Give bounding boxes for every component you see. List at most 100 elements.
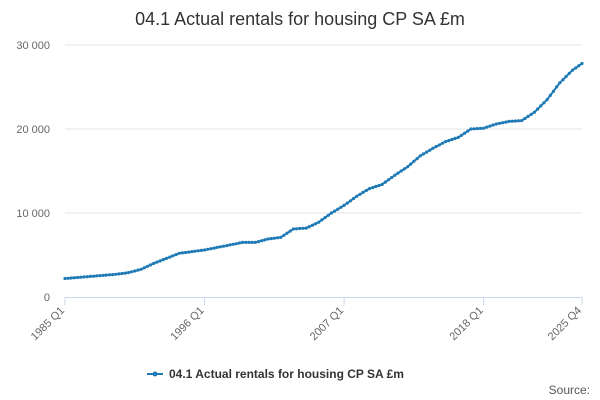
data-point[interactable] [101,273,105,277]
data-point[interactable] [314,222,318,226]
data-point[interactable] [507,119,511,123]
data-point[interactable] [183,250,188,255]
data-point[interactable] [323,216,327,220]
data-point[interactable] [82,275,86,279]
data-point[interactable] [456,135,460,139]
data-point[interactable] [428,148,432,152]
data-point[interactable] [472,127,476,131]
data-point[interactable] [437,143,441,147]
data-point[interactable] [317,220,321,224]
data-point[interactable] [555,85,559,89]
data-point[interactable] [567,71,571,75]
data-point[interactable] [228,243,232,247]
data-point[interactable] [152,261,156,265]
data-point[interactable] [367,187,372,191]
data-point[interactable] [418,154,422,158]
data-point[interactable] [133,269,137,273]
data-point[interactable] [532,110,537,114]
data-point[interactable] [304,226,308,230]
data-point[interactable] [329,211,333,215]
data-point[interactable] [85,275,89,279]
data-point[interactable] [104,273,108,277]
data-point[interactable] [275,236,280,240]
data-point[interactable] [155,260,159,264]
data-point[interactable] [406,165,410,169]
data-point[interactable] [279,235,283,239]
data-point[interactable] [130,270,134,274]
data-point[interactable] [548,93,552,97]
data-point[interactable] [164,256,169,260]
data-point[interactable] [234,242,238,246]
data-point[interactable] [482,126,486,130]
data-point[interactable] [396,171,400,175]
data-point[interactable] [475,127,479,131]
data-point[interactable] [352,196,356,201]
data-point[interactable] [193,249,197,253]
data-point[interactable] [517,119,521,123]
data-point[interactable] [336,207,340,211]
data-point[interactable] [434,145,438,149]
data-point[interactable] [348,199,353,203]
data-point[interactable] [149,263,153,267]
data-point[interactable] [469,127,473,131]
data-point[interactable] [558,81,562,85]
data-point[interactable] [440,141,444,145]
data-point[interactable] [206,247,210,251]
legend[interactable]: 04.1 Actual rentals for housing CP SA £m [147,367,404,381]
data-point[interactable] [412,159,416,163]
data-point[interactable] [497,121,502,125]
data-point[interactable] [225,244,229,248]
data-point[interactable] [574,66,578,70]
data-point[interactable] [120,271,124,276]
data-point[interactable] [282,233,286,237]
data-point[interactable] [542,101,546,105]
data-point[interactable] [241,240,245,244]
data-point[interactable] [374,184,378,189]
data-point[interactable] [63,276,67,281]
data-point[interactable] [260,239,264,243]
data-point[interactable] [117,272,121,276]
data-point[interactable] [399,169,403,173]
data-point[interactable] [168,255,172,259]
data-point[interactable] [88,274,92,278]
data-point[interactable] [231,242,235,246]
data-point[interactable] [491,123,495,127]
data-point[interactable] [95,274,99,278]
data-point[interactable] [244,240,248,244]
data-point[interactable] [421,152,425,156]
data-point[interactable] [577,64,581,68]
data-point[interactable] [72,276,77,280]
data-point[interactable] [298,226,302,231]
data-point[interactable] [523,116,527,121]
data-point[interactable] [466,129,470,133]
data-point[interactable] [551,89,556,93]
data-point[interactable] [237,241,241,245]
data-point[interactable] [161,258,165,262]
data-point[interactable] [301,226,305,230]
data-point[interactable] [222,244,226,248]
data-point[interactable] [504,120,508,124]
data-point[interactable] [444,140,448,144]
data-point[interactable] [190,250,194,254]
data-point[interactable] [431,146,435,150]
data-point[interactable] [215,245,219,249]
data-point[interactable] [288,229,292,233]
data-point[interactable] [91,274,96,278]
data-point[interactable] [196,249,200,253]
data-point[interactable] [256,240,261,244]
data-point[interactable] [478,126,483,130]
data-point[interactable] [539,104,543,108]
data-point[interactable] [463,131,467,135]
data-point[interactable] [177,251,181,255]
data-point[interactable] [247,240,251,244]
data-point[interactable] [126,271,130,275]
data-point[interactable] [253,240,257,244]
data-point[interactable] [69,276,73,280]
data-point[interactable] [358,192,362,196]
data-point[interactable] [145,264,150,268]
data-point[interactable] [203,248,207,252]
data-point[interactable] [326,213,330,217]
data-point[interactable] [79,275,83,279]
data-point[interactable] [488,124,492,128]
data-point[interactable] [218,245,222,249]
